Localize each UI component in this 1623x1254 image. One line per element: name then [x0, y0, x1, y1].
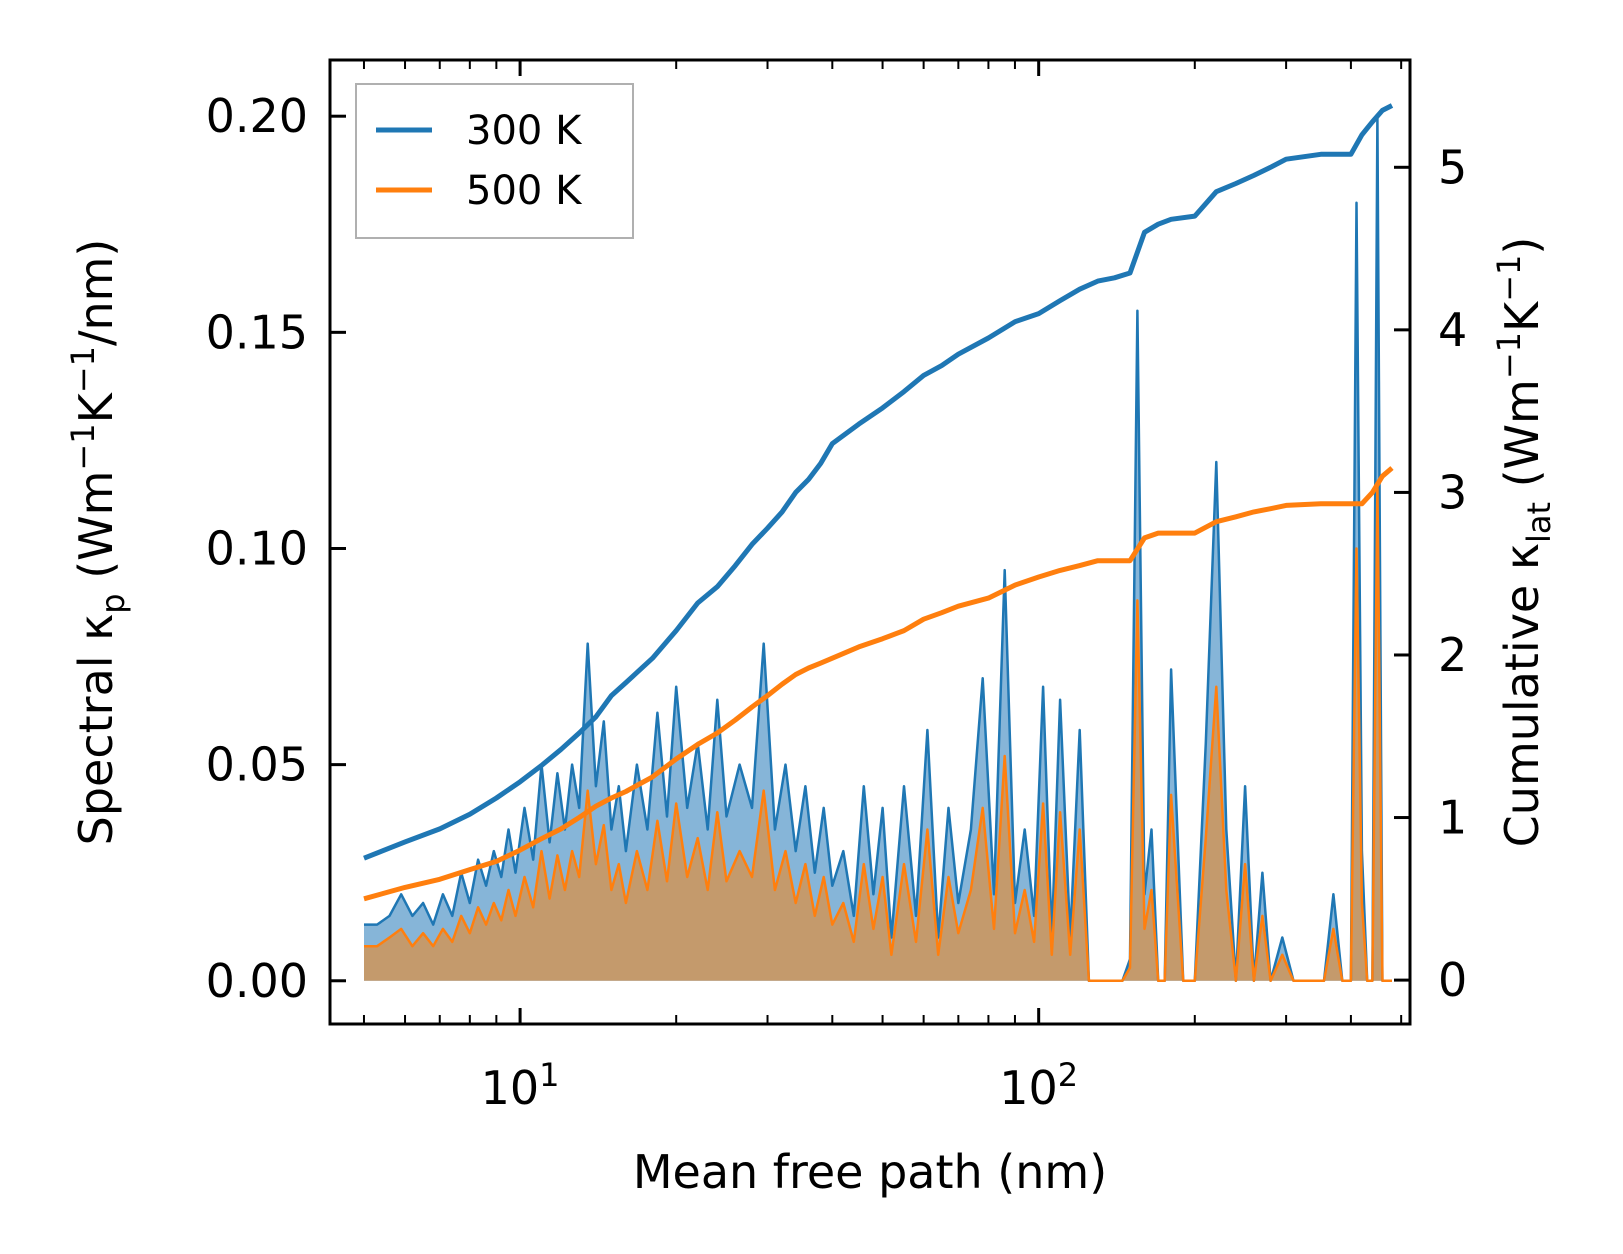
y-left-tick-label: 0.05	[206, 738, 308, 792]
x-tick-label: 101	[481, 1056, 560, 1115]
y-right-tick-label: 3	[1438, 465, 1467, 519]
y-right-tick-label: 2	[1438, 628, 1467, 682]
spectral-500k-line	[364, 482, 1392, 983]
y-right-tick-label: 4	[1438, 303, 1467, 357]
x-axis-label: Mean free path (nm)	[633, 1145, 1107, 1199]
y-right-tick-label: 1	[1438, 791, 1467, 845]
y-right-tick-label: 0	[1438, 953, 1467, 1007]
y-left-tick-label: 0.20	[206, 89, 308, 143]
plot-frame	[328, 58, 1412, 1026]
cumulative-500k-line	[363, 466, 1394, 902]
y-left-tick-label: 0.00	[206, 954, 308, 1008]
y-axis-label-left: Spectral κp (Wm−1K−1/nm)	[64, 239, 132, 846]
legend-box	[355, 83, 634, 239]
y-left-tick-label: 0.15	[206, 305, 308, 359]
x-tick-label: 102	[999, 1056, 1078, 1115]
legend-label-500k: 500 K	[466, 168, 583, 214]
y-axis-label-right: Cumulative κlat (Wm−1K−1)	[1490, 237, 1558, 848]
legend-label-300k: 300 K	[466, 108, 583, 154]
legend: 300 K 500 K	[355, 83, 634, 239]
plot-area	[363, 103, 1394, 983]
y-left-tick-label: 0.10	[206, 521, 308, 575]
y-right-tick-label: 5	[1438, 140, 1467, 194]
spectral-500k-area	[364, 483, 1392, 981]
cumulative-300k-line	[363, 103, 1394, 861]
spectral-300k-line	[364, 114, 1392, 983]
